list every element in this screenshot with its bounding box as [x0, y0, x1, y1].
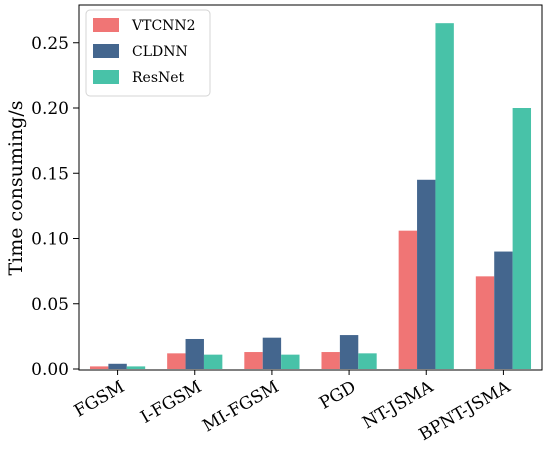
- bar-cldnn-pgd: [339, 335, 359, 369]
- legend-label: CLDNN: [132, 44, 188, 60]
- bar-vtcnn2-nt-jsma: [398, 230, 418, 369]
- bar-vtcnn2-pgd: [321, 352, 340, 369]
- y-tick-label: 0.25: [31, 34, 69, 54]
- legend: VTCNN2 CLDNN ResNet: [85, 9, 211, 97]
- bar-resnet-pgd: [358, 353, 377, 369]
- x-tick-label: I-FGSM: [137, 377, 205, 428]
- bar-resnet-i-fgsm: [203, 354, 223, 369]
- x-tick-label: MI-FGSM: [199, 377, 282, 436]
- y-axis: 0.00 0.05 0.10 0.15 0.20 0.25: [31, 34, 79, 380]
- bar-cldnn-fgsm: [108, 363, 127, 369]
- bar-cldnn-i-fgsm: [185, 338, 204, 369]
- bar-resnet-nt-jsma: [435, 23, 454, 370]
- plot-frame: [78, 4, 543, 371]
- x-tick-label: FGSM: [71, 377, 128, 422]
- legend-swatch: [93, 70, 119, 84]
- bar-vtcnn2-mi-fgsm: [244, 352, 263, 369]
- legend-label: ResNet: [132, 70, 185, 86]
- bar-resnet-bpnt-jsma: [512, 108, 532, 369]
- bar-vtcnn2-i-fgsm: [167, 353, 186, 369]
- bar-vtcnn2-bpnt-jsma: [475, 276, 495, 369]
- plot-bars: [89, 23, 532, 370]
- x-tick-label: PGD: [316, 377, 359, 414]
- bar-cldnn-mi-fgsm: [262, 337, 282, 369]
- y-tick-label: 0.05: [31, 295, 69, 315]
- y-tick-label: 0.15: [31, 164, 69, 184]
- legend-swatch: [93, 18, 119, 32]
- y-tick-label: 0.00: [31, 360, 69, 380]
- bar-resnet-fgsm: [126, 366, 146, 369]
- bar-resnet-mi-fgsm: [281, 354, 300, 369]
- bar-cldnn-bpnt-jsma: [494, 251, 513, 369]
- legend-swatch: [93, 44, 119, 58]
- y-tick-label: 0.10: [31, 230, 69, 250]
- y-tick-label: 0.20: [31, 99, 69, 119]
- y-axis-title: Time consuming/s: [5, 101, 27, 276]
- bar-cldnn-nt-jsma: [417, 179, 436, 369]
- legend-label: VTCNN2: [131, 18, 196, 34]
- bar-vtcnn2-fgsm: [89, 366, 109, 369]
